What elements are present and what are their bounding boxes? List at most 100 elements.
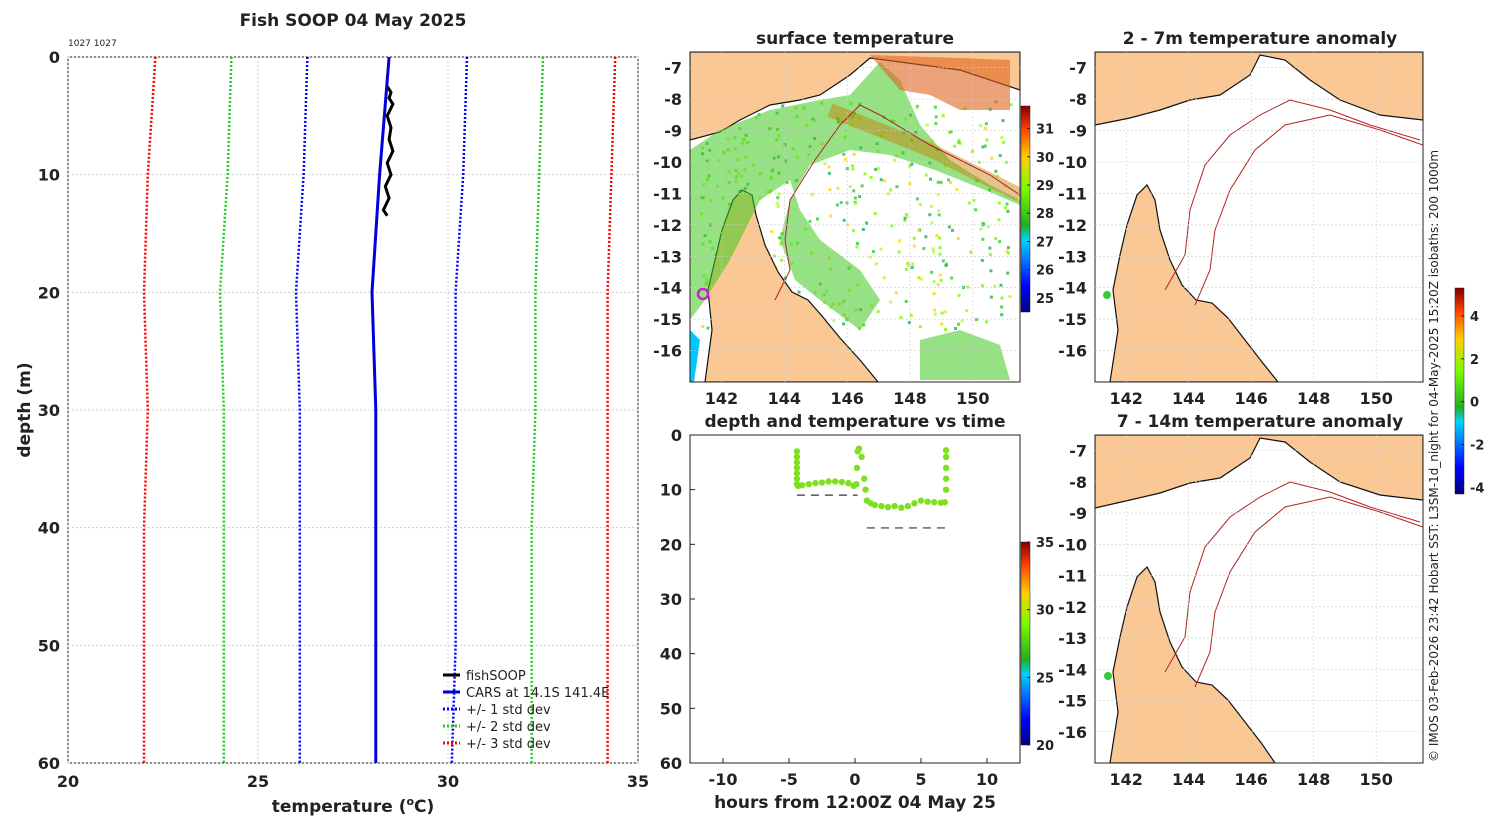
map-ytick-label: -16 [1058,723,1087,742]
sst-pixel [876,167,880,171]
sst-pixel [924,173,928,177]
sst-pixel [937,213,941,217]
profile-xtick-label: 35 [627,772,649,791]
sst-pixel [998,240,1002,244]
sst-pixel [1006,209,1010,213]
timeseries-ytick-label: 50 [660,699,682,718]
profile-ytick-label: 50 [38,636,60,655]
sst-pixel [917,228,921,232]
sst-pixel [1002,140,1006,144]
sst-pixel [981,145,985,149]
profile-xtick-label: 25 [247,772,269,791]
sst-pixel [778,236,782,240]
sst-pixel [701,325,705,328]
map-ytick-label: -9 [1069,122,1087,141]
sst-pixel [823,162,827,166]
anomaly-map-lower-panel: 7 - 14m temperature anomaly 142 144 146 148… [1058,287,1484,789]
sst-pixel [931,247,935,251]
anomaly-colorbar [1454,287,1465,495]
anomaly-lower-land-png [1095,435,1423,509]
profile-xlabel: temperature (oC) [272,795,435,817]
map-xtick-label: 146 [1234,770,1267,789]
timeseries-title: depth and temperature vs time [705,412,1006,432]
sst-pixel [785,181,789,185]
sst-pixel [974,318,978,321]
map-ytick-label: -10 [1058,535,1087,554]
sst-pixel [835,203,839,207]
timeseries-point-12 [825,478,832,485]
sst-pixel [781,104,785,108]
sst-pixel [999,283,1003,287]
sst-pixel [922,247,926,250]
sst-pixel [932,280,936,283]
sst-pixel [983,127,987,130]
sst-pixel [918,203,922,206]
sst-pixel [934,115,938,119]
sst-pixel [894,291,898,295]
sst-pixel [839,201,843,204]
timeseries-point-5 [793,475,801,482]
sst-pixel [889,300,893,304]
sst-pixel [947,225,951,229]
timeseries-point-20 [855,445,863,452]
sst-pixel [776,204,780,208]
map-ytick-label: -16 [1058,342,1087,361]
sst-pixel [810,192,814,196]
sst-pixel [845,201,849,205]
timeseries-ytick-label: 20 [660,535,682,554]
sst-pixel [844,157,848,161]
map-ytick-label: -15 [1058,692,1087,711]
timeseries-dashed-lines [796,494,948,529]
sst-colorbar [1020,105,1031,313]
map-ytick-label: -12 [653,216,682,235]
sst-pixel [997,218,1001,222]
anomaly-lower-map-area [1095,435,1423,763]
sst-pixel [1004,160,1008,164]
sst-pixel [998,154,1002,158]
sst-pixel [776,196,780,200]
map-ytick-label: -15 [653,310,682,329]
timeseries-point-29 [891,502,898,510]
sst-pixel [949,181,952,185]
profile-title: Fish SOOP 04 May 2025 [240,11,467,31]
sst-pixel [861,228,865,231]
timeseries-point-9 [805,481,812,488]
sst-pixel [1005,249,1009,253]
sst-pixel [997,201,1001,205]
sst-pixel [950,276,954,280]
timeseries-ytick-label: 60 [660,754,682,773]
sst-pixel [930,270,934,274]
anomaly-lower-isobath-200 [1164,481,1421,673]
profile-series-line-1 [370,56,391,763]
profile-series-low-3 [218,56,233,763]
sst-pixel [816,217,819,221]
sst-pixel [856,242,859,245]
sst-pixel [905,215,909,218]
colorbar-tick-label: 4 [1470,310,1479,325]
sst-pixel [930,221,934,225]
sst-map-panel: surface temperature 142 144 146 148 150 -7 -8 -… [653,29,1054,408]
sst-pixel [989,269,993,273]
legend-label-std2: +/- 2 std dev [466,720,551,735]
sst-pixel [770,230,774,234]
map-xtick-label: 144 [1172,770,1205,789]
timeseries-point-40 [942,464,950,471]
colorbar-tick-label: 30 [1036,151,1054,166]
map-xtick-label: 144 [1172,389,1205,408]
sst-pixel [842,152,846,156]
sst-green-south [920,330,1010,380]
map-ytick-label: -14 [1058,279,1087,298]
map-ytick-label: -9 [664,122,682,141]
legend-label-fishsoop: fishSOOP [466,669,526,684]
map-ytick-label: -12 [1058,216,1087,235]
map-xtick-label: 142 [1110,770,1143,789]
profile-ytick-label: 10 [38,166,60,185]
timeseries-point-1 [793,453,801,461]
sst-pixel [895,185,899,189]
sst-pixel [944,310,948,314]
anomaly-lower-isobath-1000 [1194,496,1423,688]
sst-pixel [1008,295,1012,299]
sst-pixel [853,196,857,200]
colorbar-tick-label: 30 [1036,604,1054,619]
sst-pixel [953,144,957,148]
